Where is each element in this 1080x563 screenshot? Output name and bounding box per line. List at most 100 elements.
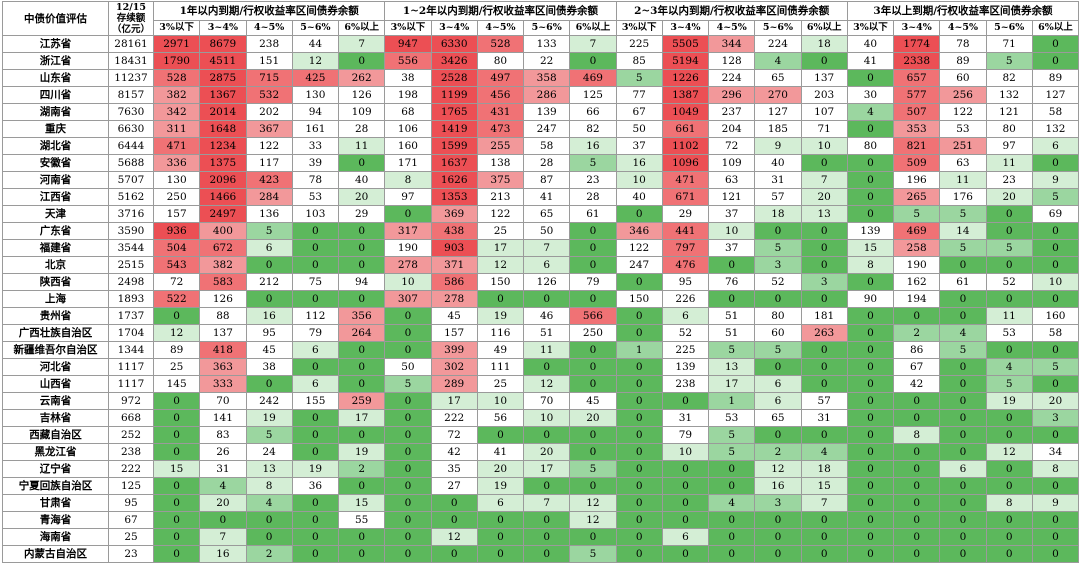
province-name: 黑龙江省	[2, 443, 109, 461]
value-cell: 6	[291, 341, 340, 359]
value-cell: 270	[754, 86, 802, 104]
value-cell: 5	[245, 426, 293, 444]
value-cell: 0	[337, 545, 386, 563]
table-row: 宁夏回族自治区 125 0 4 8 36 0 0 27 19 0 0 0 0 0 16 15 0 0 0 0 0	[2, 477, 1080, 495]
value-cell: 556	[384, 52, 432, 70]
value-cell: 8	[846, 256, 895, 274]
value-cell: 3	[754, 256, 802, 274]
stock-value: 2515	[108, 256, 154, 274]
value-cell: 190	[893, 256, 941, 274]
value-cell: 79	[661, 426, 710, 444]
stock-value: 1117	[108, 375, 154, 393]
stock-value: 18431	[108, 52, 154, 70]
value-cell: 0	[985, 426, 1033, 444]
value-cell: 0	[846, 120, 895, 138]
value-cell: 0	[1031, 256, 1080, 274]
value-cell: 4	[708, 494, 756, 512]
value-cell: 0	[800, 426, 848, 444]
province-name: 西藏自治区	[2, 426, 109, 444]
value-cell: 9	[1031, 171, 1080, 189]
stock-value: 5688	[108, 154, 154, 172]
value-cell: 16	[569, 137, 617, 155]
value-cell: 57	[754, 188, 802, 206]
value-cell: 0	[893, 477, 941, 495]
value-cell: 12	[985, 443, 1033, 461]
value-cell: 336	[152, 154, 201, 172]
value-cell: 213	[476, 188, 525, 206]
value-cell: 8	[985, 494, 1033, 512]
value-cell: 78	[291, 171, 340, 189]
value-cell: 80	[846, 137, 895, 155]
value-cell: 5	[569, 460, 617, 478]
value-cell: 0	[846, 341, 895, 359]
value-cell: 586	[430, 273, 478, 291]
value-cell: 94	[291, 103, 340, 121]
value-cell: 256	[939, 86, 987, 104]
table-row: 海南省 25 0 7 0 0 0 0 12 0 0 0 0 6 0 0 0 0 0 0 0 0	[2, 528, 1080, 546]
value-cell: 311	[152, 120, 201, 138]
value-cell: 160	[384, 137, 432, 155]
value-cell: 2528	[430, 69, 478, 87]
value-cell: 0	[384, 307, 432, 325]
value-cell: 5	[708, 426, 756, 444]
value-cell: 17	[430, 392, 478, 410]
table-row: 贵州省 1737 0 88 16 112 356 0 45 19 46 566 0 6 51 80 181 0 0 0…	[2, 307, 1080, 325]
value-cell: 57	[800, 392, 848, 410]
value-cell: 139	[523, 103, 571, 121]
value-cell: 137	[199, 324, 247, 342]
value-cell: 0	[800, 222, 848, 240]
value-cell: 471	[152, 137, 201, 155]
value-cell: 0	[384, 528, 432, 546]
value-cell: 4	[846, 103, 895, 121]
value-cell: 150	[476, 273, 525, 291]
value-cell: 10	[476, 392, 525, 410]
value-cell: 1096	[661, 154, 710, 172]
range-header: 3~4%	[661, 19, 710, 37]
value-cell: 0	[1031, 528, 1080, 546]
range-header: 5~6%	[985, 19, 1033, 37]
value-cell: 0	[800, 154, 848, 172]
value-cell: 0	[384, 494, 432, 512]
value-cell: 41	[846, 52, 895, 70]
value-cell: 0	[893, 528, 941, 546]
value-cell: 0	[291, 222, 340, 240]
value-cell: 11	[985, 154, 1033, 172]
value-cell: 0	[152, 494, 201, 512]
value-cell: 1765	[430, 103, 478, 121]
value-cell: 122	[615, 239, 663, 257]
value-cell: 5	[939, 341, 987, 359]
value-cell: 0	[152, 443, 201, 461]
value-cell: 0	[846, 494, 895, 512]
value-cell: 0	[430, 545, 478, 563]
value-cell: 0	[939, 375, 987, 393]
value-cell: 0	[245, 511, 293, 529]
value-cell: 0	[615, 426, 663, 444]
value-cell: 0	[523, 511, 571, 529]
province-name: 吉林省	[2, 409, 109, 427]
value-cell: 0	[985, 528, 1033, 546]
value-cell: 0	[939, 477, 987, 495]
province-name: 陕西省	[2, 273, 109, 291]
value-cell: 3	[754, 494, 802, 512]
value-cell: 0	[523, 477, 571, 495]
value-cell: 4	[939, 324, 987, 342]
table-row: 湖南省 7630 342 2014 202 94 109 68 1765 431 139 66 67 10…	[2, 103, 1080, 121]
value-cell: 52	[661, 324, 710, 342]
value-cell: 97	[985, 137, 1033, 155]
value-cell: 63	[939, 154, 987, 172]
value-cell: 258	[893, 239, 941, 257]
value-cell: 0	[152, 477, 201, 495]
value-cell: 1226	[661, 69, 710, 87]
value-cell: 7	[569, 35, 617, 53]
value-cell: 528	[152, 69, 201, 87]
value-cell: 46	[523, 307, 571, 325]
value-cell: 112	[291, 307, 340, 325]
province-name: 江苏省	[2, 35, 109, 53]
value-cell: 7	[800, 494, 848, 512]
value-cell: 0	[754, 528, 802, 546]
value-cell: 6330	[430, 35, 478, 53]
value-cell: 0	[939, 528, 987, 546]
value-cell: 471	[661, 171, 710, 189]
province-name: 湖北省	[2, 137, 109, 155]
value-cell: 44	[291, 35, 340, 53]
